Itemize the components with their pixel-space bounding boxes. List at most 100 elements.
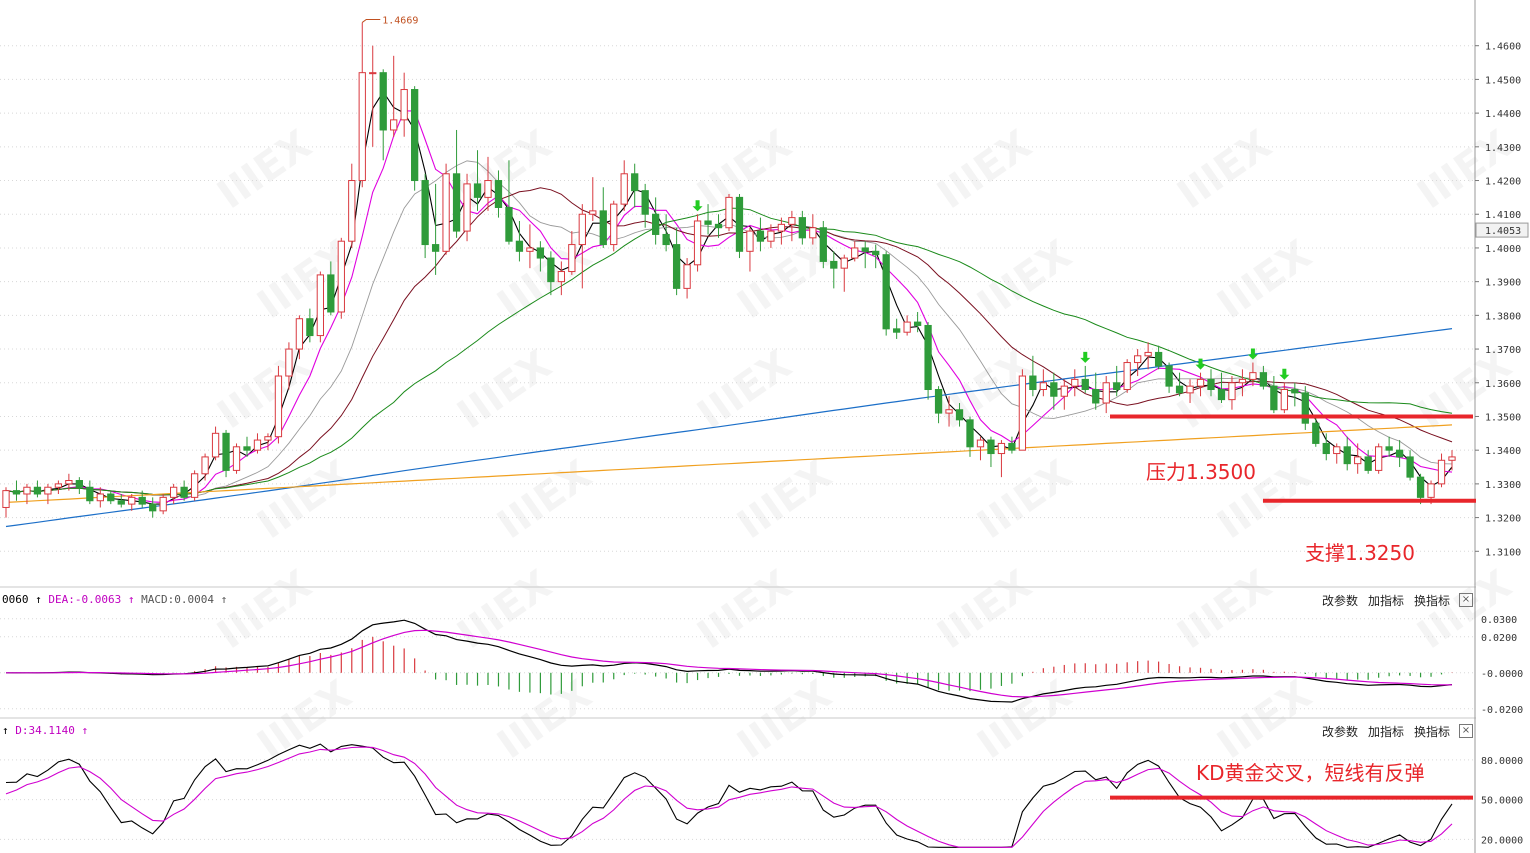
- candle-body: [830, 260, 838, 269]
- watermark-mark: IIIEX: [1209, 231, 1320, 328]
- price-tick-label: 1.3800: [1485, 311, 1521, 322]
- buy-signal-icon: [1195, 358, 1206, 370]
- candle-body: [180, 486, 188, 498]
- price-tick-label: 1.4300: [1485, 143, 1521, 154]
- watermark-mark: IIIEX: [929, 561, 1040, 658]
- macd-add-indicator-button[interactable]: 加指标: [1368, 594, 1405, 608]
- candle-body: [976, 439, 985, 448]
- candle-body: [1448, 456, 1456, 461]
- price-candles: [2, 22, 1456, 518]
- candle-body: [1291, 389, 1299, 394]
- candle-body: [86, 486, 94, 502]
- candle-body: [54, 483, 63, 488]
- watermark-mark: IIIEX: [449, 341, 560, 438]
- candle-body: [652, 213, 660, 235]
- candle-body: [893, 328, 901, 333]
- candle-body: [1113, 382, 1121, 391]
- candle-body: [75, 480, 83, 488]
- candle-body: [861, 247, 869, 252]
- candle-body: [222, 432, 230, 471]
- candle-body: [1416, 476, 1425, 498]
- macd-dea-line: [6, 629, 1453, 698]
- price-tick-label: 1.3500: [1485, 412, 1521, 423]
- candle-body: [819, 227, 827, 262]
- buy-signal-icon: [1080, 351, 1091, 363]
- candle-body: [1427, 483, 1435, 498]
- candle-body: [159, 496, 167, 512]
- candle-body: [348, 180, 356, 242]
- candle-body: [536, 247, 545, 259]
- candle-body: [610, 203, 618, 246]
- candle-body: [714, 223, 723, 229]
- candle-body: [756, 230, 765, 242]
- price-tick-label: 1.3400: [1485, 446, 1521, 457]
- support-annotation: 支撑1.3250: [1305, 541, 1415, 565]
- macd-close-icon[interactable]: ×: [1459, 593, 1473, 607]
- candle-body: [945, 409, 953, 414]
- candle-body: [1375, 446, 1383, 471]
- candle-body: [327, 274, 335, 313]
- candle-body: [735, 196, 744, 252]
- kd-tick-label: 80.0000: [1481, 756, 1523, 767]
- price-tick-label: 1.3600: [1485, 379, 1521, 390]
- candle-body: [578, 213, 586, 246]
- candle-body: [463, 183, 471, 232]
- macd-dea-value: DEA:-0.0063: [48, 593, 122, 606]
- arrow-up-icon: ↑: [127, 593, 135, 606]
- kd-annotation: KD黄金交叉，短线有反弹: [1196, 761, 1425, 785]
- kd-close-icon[interactable]: ×: [1459, 724, 1473, 738]
- candle-body: [264, 436, 272, 441]
- candle-body: [274, 375, 283, 438]
- candle-body: [1081, 378, 1089, 391]
- last-price-label: 1.4053: [1485, 226, 1521, 237]
- watermark-mark: IIIEX: [729, 451, 840, 548]
- watermark-mark: IIIEX: [689, 561, 800, 658]
- buy-signal-icon: [1279, 368, 1290, 380]
- kd-d-value: D:34.1140: [15, 724, 75, 737]
- kd-add-indicator-button[interactable]: 加指标: [1368, 725, 1405, 739]
- candle-body: [1280, 389, 1288, 411]
- price-tick-label: 1.3900: [1485, 278, 1521, 289]
- price-tick-label: 1.3700: [1485, 345, 1521, 356]
- price-tick-label: 1.4500: [1485, 75, 1521, 86]
- candle-body: [589, 210, 597, 215]
- candle-body: [107, 493, 115, 502]
- candle-body: [1312, 422, 1320, 444]
- candle-body: [872, 250, 880, 256]
- candle-body: [1395, 449, 1404, 458]
- candle-body: [494, 180, 503, 208]
- candle-body: [1092, 389, 1100, 404]
- candle-body: [23, 486, 31, 495]
- kd-params-button[interactable]: 改参数: [1322, 725, 1359, 739]
- candle-body: [442, 173, 450, 252]
- watermark-mark: IIIEX: [489, 671, 600, 768]
- candle-body: [788, 217, 796, 225]
- watermark-mark: IIIEX: [489, 451, 600, 548]
- candle-body: [767, 230, 775, 242]
- candle-body: [149, 503, 157, 512]
- watermark-mark: IIIEX: [1169, 121, 1280, 218]
- kd-tick-label: 20.0000: [1481, 835, 1523, 846]
- macd-params-button[interactable]: 改参数: [1322, 594, 1359, 608]
- price-tick-label: 1.4200: [1485, 177, 1521, 188]
- candle-body: [12, 490, 21, 495]
- watermark-mark: IIIEX: [689, 121, 800, 218]
- candle-body: [1060, 385, 1068, 397]
- candle-body: [306, 318, 314, 337]
- watermark-mark: IIIEX: [449, 561, 560, 658]
- candle-body: [201, 456, 209, 475]
- ma-line: [5, 424, 1453, 503]
- candle-body: [1196, 378, 1205, 387]
- candle-body: [1437, 459, 1446, 485]
- price-tick-label: 1.3300: [1485, 480, 1521, 491]
- candle-body: [65, 480, 73, 485]
- kd-switch-indicator-button[interactable]: 换指标: [1414, 725, 1451, 739]
- candle-body: [473, 183, 482, 198]
- candle-body: [662, 233, 670, 246]
- macd-switch-indicator-button[interactable]: 换指标: [1414, 594, 1451, 608]
- candle-body: [1301, 392, 1309, 424]
- candle-body: [526, 247, 534, 252]
- candle-body: [379, 72, 387, 131]
- candle-body: [955, 409, 964, 421]
